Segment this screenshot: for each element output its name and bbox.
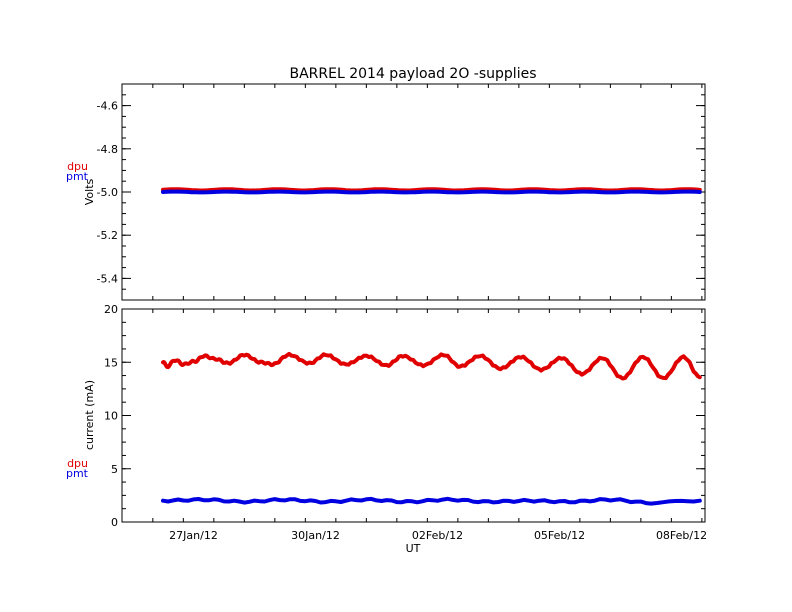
series-line-pmt — [161, 496, 702, 506]
y-axis-label: current (mA) — [83, 380, 96, 450]
y-tick-label: -5.0 — [97, 186, 118, 199]
current-panel: 0 5 10 15 20 27Jan/12 30Jan/12 02Feb/12 05Feb/12… — [66, 303, 707, 555]
y-tick-label: -4.8 — [97, 143, 118, 156]
x-tick-label: 30Jan/12 — [291, 529, 340, 542]
chart-title: BARREL 2014 payload 2O -supplies — [290, 66, 537, 82]
y-tick-label: 5 — [111, 463, 118, 476]
y-tick-label: 15 — [104, 356, 118, 369]
plot-frame — [121, 308, 706, 523]
y-tick-label: 0 — [111, 516, 118, 529]
y-tick-label: 10 — [104, 410, 118, 423]
x-axis-label: UT — [406, 542, 421, 555]
legend-dpu: dpu — [67, 457, 88, 470]
x-tick-label: 08Feb/12 — [656, 529, 707, 542]
x-tick-label: 27Jan/12 — [169, 529, 218, 542]
legend-pmt: pmt — [66, 170, 89, 183]
y-tick-label: -5.4 — [97, 272, 118, 285]
series-line-pmt — [161, 189, 702, 195]
x-tick-label: 02Feb/12 — [412, 529, 463, 542]
y-tick-label: 20 — [104, 303, 118, 316]
legend-dpu: dpu — [67, 160, 88, 173]
y-tick-label: -4.6 — [97, 100, 118, 113]
x-tick-label: 05Feb/12 — [534, 529, 585, 542]
y-axis-label: Volts — [83, 178, 96, 205]
legend-pmt: pmt — [66, 467, 89, 480]
y-tick-label: -5.2 — [97, 229, 118, 242]
series-line-dpu — [161, 351, 702, 381]
